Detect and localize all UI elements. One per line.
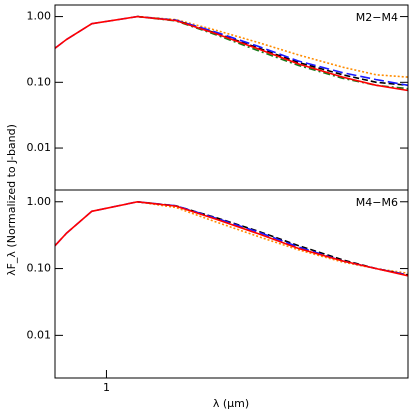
plot-frame [54,189,409,379]
panel-label: M4−M6 [356,196,398,209]
data-line [137,201,409,275]
y-tick-label: 1.00 [27,10,52,23]
data-line [54,15,409,87]
data-line [137,15,409,78]
y-tick-label: 0.10 [27,75,52,88]
y-axis-label: λF_λ (Normalized to J-band) [5,124,18,276]
data-line [54,200,409,277]
x-tick-label: 1 [103,381,110,394]
plot-frame [54,4,409,191]
y-tick-label: 0.01 [27,328,52,341]
y-tick-label: 0.10 [27,262,52,275]
data-line [54,15,409,92]
y-tick-label: 0.01 [27,141,52,154]
y-tick-label: 1.00 [27,195,52,208]
x-axis-label: λ (μm) [213,397,249,410]
panel-label: M2−M4 [356,11,398,24]
